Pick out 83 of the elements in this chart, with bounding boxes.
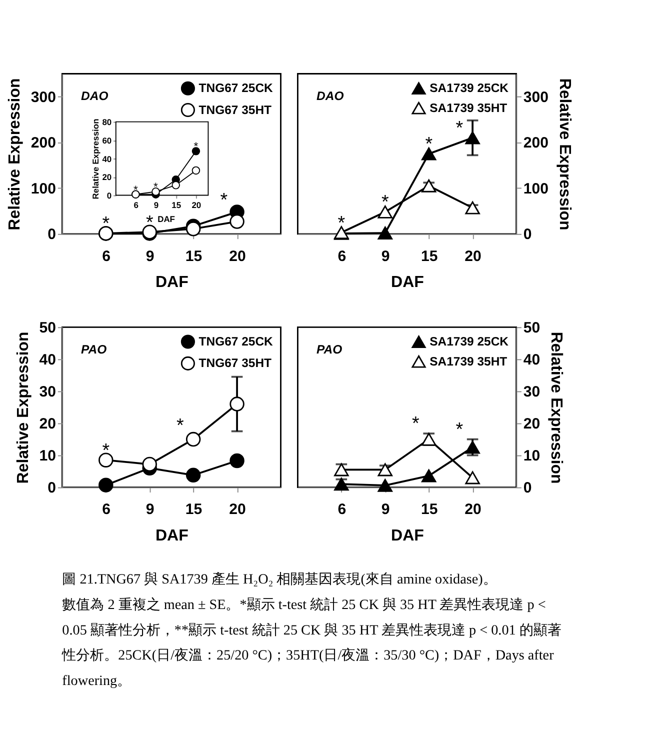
text: 數值為 2 重複之 mean ± SE。*顯示 t-test 統計 25 CK 與 35 HT 差異性表現達 p < 0.05 顯著性分析，**顯示 t-test 統計 25 CK 與 35 HT 差異性表現達 p < 0.01 的顯著性分析。25CK(日/夜溫：25/20 °C)；35HT(日/夜溫：35/30 °C)；DAF，Days after flowering。 xyxy=(61,596,562,690)
annotation: DAO xyxy=(316,89,344,104)
y-tick-label: 0 xyxy=(48,226,56,244)
x-tick-label: 20 xyxy=(192,200,202,210)
legend-label: TNG67 25CK xyxy=(198,334,274,349)
annotation: PAO xyxy=(316,342,343,357)
x-tick-label: 20 xyxy=(464,248,482,265)
legend-label: SA1739 25CK xyxy=(430,81,509,96)
y-axis-title: Relative Expression xyxy=(556,78,573,230)
x-tick-label: 15 xyxy=(185,248,202,265)
y-tick-label: 300 xyxy=(523,88,548,106)
x-axis-title: DAF xyxy=(155,528,189,545)
annotation: * xyxy=(412,412,420,434)
annotation: * xyxy=(381,191,390,212)
y-tick-label: 0 xyxy=(48,480,56,497)
x-tick-label: 9 xyxy=(146,248,154,265)
y-axis-title: Relative Expression xyxy=(547,332,564,484)
y-tick-label: 100 xyxy=(30,180,56,198)
x-tick-label: 15 xyxy=(420,248,438,265)
y-axis-title: Relative Expression xyxy=(6,78,24,230)
annotation: * xyxy=(456,418,464,440)
annotation: * xyxy=(102,439,110,460)
y-tick-label: 40 xyxy=(39,351,56,368)
x-tick-label: 15 xyxy=(172,200,182,210)
x-tick-label: 6 xyxy=(338,501,346,518)
annotation: * xyxy=(133,184,138,196)
x-tick-label: 9 xyxy=(381,248,390,265)
annotation: * xyxy=(456,117,464,138)
annotation: * xyxy=(194,141,199,154)
caption: 圖 21.TNG67 與 SA1739 產生 H₂O₂ 相關基因表現(來自 amine oxidase)。 xyxy=(62,571,497,588)
x-axis-title: DAF xyxy=(391,528,424,545)
y-tick-label: 50 xyxy=(39,319,56,336)
legend-label: SA1739 35HT xyxy=(430,100,508,115)
legend-label: TNG67 25CK xyxy=(198,81,274,96)
y-tick-label: 20 xyxy=(523,415,540,432)
x-tick-label: 20 xyxy=(229,248,246,265)
annotation: * xyxy=(220,188,228,210)
legend-label: TNG67 35HT xyxy=(198,356,272,370)
y-tick-label: 20 xyxy=(39,415,56,432)
y-tick-label: 100 xyxy=(523,180,548,198)
y-tick-label: 10 xyxy=(39,447,56,464)
x-tick-label: 6 xyxy=(102,501,111,518)
x-tick-label: 6 xyxy=(134,200,139,210)
x-tick-label: 9 xyxy=(146,501,154,518)
legend-label: TNG67 35HT xyxy=(198,102,272,117)
x-tick-label: 15 xyxy=(420,501,438,518)
annotation: * xyxy=(102,212,110,234)
y-tick-label: 40 xyxy=(102,154,112,164)
y-tick-label: 200 xyxy=(30,134,56,152)
y-tick-label: 30 xyxy=(523,383,540,400)
y-tick-label: 0 xyxy=(106,190,112,201)
y-tick-label: 80 xyxy=(102,117,112,128)
y-tick-label: 40 xyxy=(523,351,540,368)
x-tick-label: 9 xyxy=(154,200,159,210)
annotation: DAO xyxy=(81,89,109,104)
x-axis-title: DAF xyxy=(158,214,175,224)
legend-label: SA1739 25CK xyxy=(430,334,509,349)
x-axis-title: DAF xyxy=(155,274,189,292)
y-tick-label: 20 xyxy=(102,172,112,182)
legend-label: SA1739 35HT xyxy=(430,354,508,368)
y-tick-label: 200 xyxy=(523,134,548,152)
y-tick-label: 30 xyxy=(39,383,56,400)
x-axis-title: DAF xyxy=(391,274,424,292)
x-tick-label: 6 xyxy=(338,248,346,265)
y-axis-title: Relative Expression xyxy=(14,332,32,484)
x-tick-label: 15 xyxy=(185,501,202,518)
annotation: * xyxy=(425,133,434,154)
annotation: * xyxy=(338,212,346,233)
y-tick-label: 60 xyxy=(102,135,112,146)
annotation: PAO xyxy=(81,342,108,357)
y-tick-label: 10 xyxy=(523,447,540,464)
y-tick-label: 300 xyxy=(30,88,56,106)
x-tick-label: 6 xyxy=(102,248,111,265)
x-tick-label: 20 xyxy=(229,501,246,518)
y-tick-label: 50 xyxy=(523,319,540,336)
y-tick-label: 0 xyxy=(523,226,532,244)
annotation: * xyxy=(154,182,159,194)
annotation: * xyxy=(176,414,184,436)
y-axis-title: Relative Expression xyxy=(90,118,100,200)
x-tick-label: 9 xyxy=(381,501,390,518)
annotation: * xyxy=(146,211,154,232)
x-tick-label: 20 xyxy=(464,501,482,518)
y-tick-label: 0 xyxy=(523,480,532,497)
